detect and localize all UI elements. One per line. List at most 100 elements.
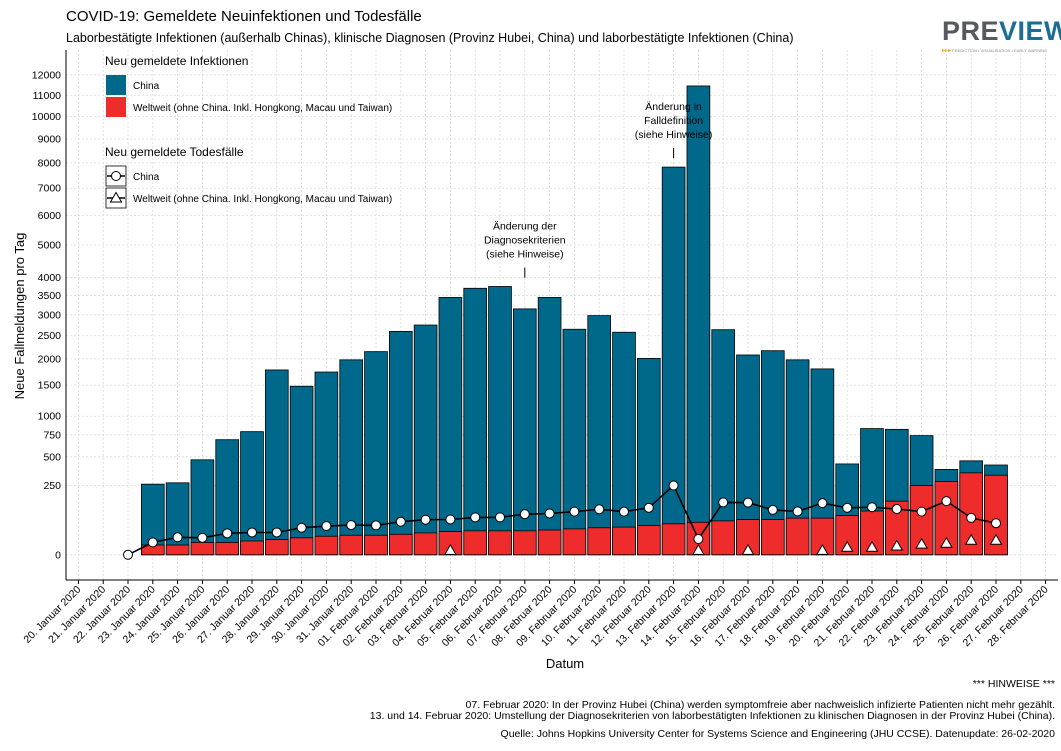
y-tick-label: 250 [43,480,61,492]
point-deaths-china [495,512,505,523]
y-axis-label: Neue Fallmeldungen pro Tag [12,233,27,400]
y-tick-label: 6000 [38,210,62,222]
point-deaths-china [867,502,877,513]
point-deaths-china [594,504,605,515]
legend-deaths-title: Neu gemeldete Todesfälle [105,145,244,159]
point-deaths-china [296,522,307,533]
point-deaths-china [172,532,183,543]
point-deaths-world [741,543,755,555]
bar-world [884,500,909,556]
annotation-text-2: (siehe Hinweise) [635,129,713,141]
bar-china [562,328,587,556]
covid-chart: 0 250 500 750 1000 1500 2000 2500 3000 3500 4000 50… [12,50,1058,671]
chart-title: COVID-19: Gemeldete Neuinfektionen und T… [66,8,422,25]
annotation-layer: Änderung der Diagnosekriterien (siehe Hinw… [484,101,712,278]
legend-key-circle [111,171,121,181]
point-deaths-world [444,543,457,555]
bar-china [661,166,686,556]
point-deaths-china [222,528,233,539]
point-deaths-china [941,496,952,507]
y-tick-label: 750 [43,429,61,441]
annotation-text-1: Änderung der [493,221,557,233]
point-deaths-china [916,506,927,517]
bar-world [364,534,388,556]
bar-world [835,515,860,556]
bar-china [612,331,636,556]
y-tick-label: 7000 [38,183,62,195]
y-tick-label: 3000 [38,309,62,321]
bar-world [785,517,810,556]
bar-layer [140,85,1008,556]
chart-subtitle: Laborbestätigte Infektionen (außerhalb C… [66,31,794,45]
point-deaths-china [321,521,332,532]
bar-world [215,542,240,556]
point-deaths-china [966,512,977,523]
y-tick-label: 11000 [33,90,62,102]
legend-label-world-deaths: Weltweit (ohne China. Inkl. Hongkong, Ma… [133,194,392,205]
bar-world [934,481,959,556]
bar-world [314,535,339,556]
y-tick-label: 2500 [38,330,62,342]
point-deaths-china [817,498,828,509]
bar-world [264,539,289,556]
point-deaths-world [915,537,928,549]
legend-infections-title: Neu gemeldete Infektionen [105,54,248,68]
bar-world [587,527,612,556]
point-deaths-china [668,480,679,491]
legend-swatch-china [106,75,126,95]
bar-world [512,530,537,556]
annotation-text-1: (siehe Hinweise) [486,249,564,261]
annotation-text-1: Diagnosekriterien [484,235,566,247]
bar-china [686,85,711,556]
bar-world [909,485,934,556]
preview-logo: PREVIEW ▸▸▸ PREDICTION • VISUALISATION •… [942,16,1061,54]
point-deaths-china [891,504,902,515]
grid-layer [66,50,1058,580]
bar-world [488,530,512,556]
bar-world [760,519,785,556]
point-deaths-china [395,516,406,527]
y-tick-label: 5000 [38,239,62,251]
x-axis-label: Datum [546,656,584,671]
bar-world [711,520,736,556]
bar-world [661,523,686,556]
y-tick-label: 4000 [38,272,62,284]
bar-world [463,530,488,556]
legend: Neu gemeldete Infektionen China Weltweit (… [105,54,392,209]
y-tick-label: 9000 [38,134,62,146]
point-deaths-china [147,537,158,548]
point-deaths-china [693,534,704,545]
bar-world [289,537,314,556]
bar-world [984,474,1008,556]
point-deaths-china [420,514,431,525]
annotation-text-2: Falldefinition [644,115,703,127]
bar-world [240,540,264,556]
point-deaths-china [247,527,257,538]
point-deaths-world [989,533,1003,545]
note-line-1: 07. Februar 2020: In der Provinz Hubei (… [465,698,1055,711]
axis-layer: 0 250 500 750 1000 1500 2000 2500 3000 3500 4000 50… [21,50,1058,649]
point-deaths-china [991,518,1001,529]
point-deaths-world [692,543,705,555]
point-deaths-china [544,508,555,519]
point-deaths-china [569,506,580,517]
y-tick-label: 8000 [38,157,62,169]
bar-world [537,529,562,556]
point-deaths-world [840,540,854,552]
source-line: Quelle: Johns Hopkins University Center … [500,728,1055,740]
y-tick-label: 1000 [38,411,62,423]
point-deaths-china [718,497,729,508]
point-deaths-china [519,509,530,520]
point-deaths-world [816,543,829,555]
bar-world [612,526,636,556]
y-tick-label: 2000 [38,353,62,365]
bar-world [562,528,587,556]
bar-world [165,544,190,556]
bar-world [388,533,413,556]
y-tick-label: 500 [43,451,61,463]
y-tick-label: 10000 [32,111,61,123]
legend-key-triangle [109,191,123,203]
point-deaths-china [470,512,481,523]
point-deaths-china [842,502,853,513]
annotation-text-2: Änderung in [645,101,702,113]
